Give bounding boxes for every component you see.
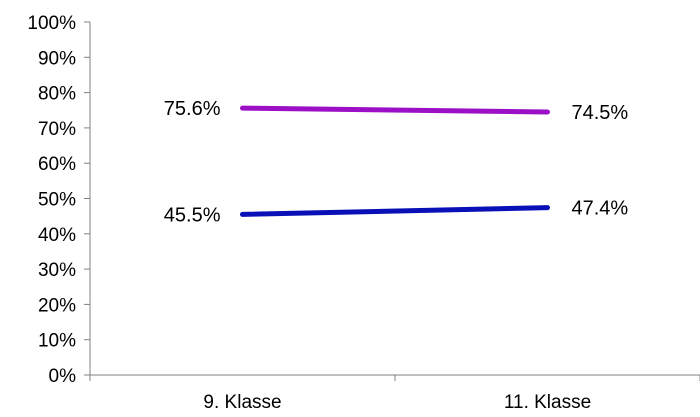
data-labels: 75.6% 74.5% 45.5% 47.4% — [164, 98, 629, 226]
y-tick-label: 80% — [38, 84, 76, 105]
y-axis-ticks: 0% 10% 20% 30% 40% 50% 60% 70% 80% 90% 100% — [27, 13, 90, 387]
data-label: 45.5% — [164, 204, 221, 226]
y-tick-label: 30% — [38, 260, 76, 281]
data-point — [547, 111, 548, 113]
y-tick-label: 90% — [38, 48, 76, 69]
y-tick-label: 40% — [38, 225, 76, 246]
x-tick-label: 11. Klasse — [504, 392, 591, 413]
x-axis-ticks: 9. Klasse 11. Klasse — [89, 375, 700, 413]
y-tick-label: 70% — [38, 119, 76, 140]
data-point — [242, 213, 243, 215]
series-layer — [240, 105, 550, 217]
y-tick-label: 50% — [38, 190, 76, 211]
data-label: 47.4% — [572, 198, 629, 220]
data-label: 74.5% — [572, 102, 629, 124]
data-point — [242, 107, 243, 109]
data-label: 75.6% — [164, 98, 221, 120]
y-tick-label: 10% — [38, 331, 76, 352]
data-point — [547, 207, 548, 209]
series-line-1 — [240, 205, 550, 217]
x-tick-label: 9. Klasse — [203, 392, 281, 413]
y-tick-label: 20% — [38, 295, 76, 316]
y-tick-label: 0% — [49, 366, 77, 387]
y-tick-label: 100% — [27, 13, 76, 34]
series-line-0 — [240, 105, 550, 115]
y-tick-label: 60% — [38, 154, 76, 175]
